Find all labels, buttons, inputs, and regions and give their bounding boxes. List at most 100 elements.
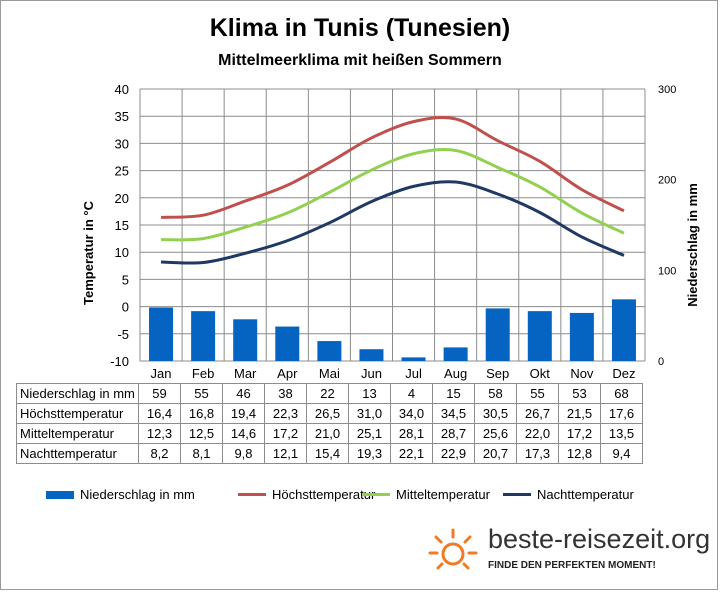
legend: Niederschlag in mm Höchsttemperatur Mittel… bbox=[0, 487, 720, 505]
legend-label: Mitteltemperatur bbox=[396, 487, 490, 502]
table-cell: 13,5 bbox=[600, 423, 643, 444]
left-tick-label: 10 bbox=[115, 245, 129, 260]
left-axis-title: Temperatur in °C bbox=[81, 200, 96, 305]
brand-slogan: FINDE DEN PERFEKTEN MOMENT! bbox=[488, 560, 656, 571]
right-axis-title: Niederschlag in mm bbox=[685, 183, 700, 307]
precipitation-bar bbox=[191, 311, 216, 361]
climate-chart: 40 35 30 25 20 15 10 5 0 -5 -10 300 200 100 0 Jan Feb M… bbox=[81, 82, 700, 381]
table-cell: 9,4 bbox=[600, 443, 643, 464]
precipitation-bar bbox=[359, 349, 384, 361]
data-table: Niederschlag in mm 59 55 46 38 22 13 4 15 58 55 53 6… bbox=[16, 383, 643, 464]
table-cell: 12,8 bbox=[558, 443, 601, 464]
legend-item: Mitteltemperatur bbox=[362, 487, 490, 502]
precipitation-bar bbox=[443, 347, 468, 361]
table-cell: 17,3 bbox=[516, 443, 559, 464]
x-tick-label: Mai bbox=[319, 366, 340, 381]
table-cell: 17,6 bbox=[600, 403, 643, 424]
sun-icon bbox=[428, 528, 478, 570]
precipitation-bar bbox=[485, 308, 510, 361]
legend-label: Höchsttemperatur bbox=[272, 487, 376, 502]
table-cell: 46 bbox=[222, 383, 265, 404]
table-cell: 14,6 bbox=[222, 423, 265, 444]
precipitation-bar bbox=[275, 326, 300, 361]
legend-item: Niederschlag in mm bbox=[46, 487, 195, 502]
table-row-label: Nachttemperatur bbox=[16, 443, 139, 464]
table-row-label: Niederschlag in mm bbox=[16, 383, 139, 404]
left-tick-label: 15 bbox=[115, 218, 129, 233]
right-tick-label: 0 bbox=[658, 356, 664, 368]
right-axis-ticks: 300 200 100 0 bbox=[658, 84, 676, 368]
table-cell: 26,5 bbox=[306, 403, 349, 424]
x-tick-label: Feb bbox=[192, 366, 214, 381]
table-cell: 31,0 bbox=[348, 403, 391, 424]
left-tick-label: 25 bbox=[115, 164, 129, 179]
table-cell: 55 bbox=[516, 383, 559, 404]
precipitation-bar bbox=[233, 319, 258, 361]
line-höchsttemperatur bbox=[160, 116, 625, 219]
legend-swatch bbox=[362, 493, 390, 496]
left-tick-label: 40 bbox=[115, 82, 129, 97]
table-cell: 30,5 bbox=[474, 403, 517, 424]
table-cell: 22,3 bbox=[264, 403, 307, 424]
chart-subtitle: Mittelmeerklima mit heißen Sommern bbox=[218, 52, 502, 69]
table-cell: 25,1 bbox=[348, 423, 391, 444]
precipitation-bars bbox=[149, 299, 636, 361]
table-cell: 17,2 bbox=[558, 423, 601, 444]
gridlines bbox=[139, 88, 646, 362]
line-nachttemperatur bbox=[161, 180, 625, 265]
legend-swatch bbox=[503, 493, 531, 496]
table-cell: 22,1 bbox=[390, 443, 433, 464]
precipitation-bar bbox=[317, 341, 342, 361]
right-tick-label: 200 bbox=[658, 175, 676, 187]
left-tick-label: -5 bbox=[117, 327, 129, 342]
x-axis-ticks: Jan Feb Mar Apr Mai Jun Jul Aug Sep Okt Nov Dez bbox=[151, 366, 636, 381]
line-mitteltemperatur bbox=[161, 148, 625, 242]
table-cell: 28,1 bbox=[390, 423, 433, 444]
table-cell: 34,5 bbox=[432, 403, 475, 424]
table-cell: 22 bbox=[306, 383, 349, 404]
table-cell: 19,4 bbox=[222, 403, 265, 424]
table-cell: 13 bbox=[348, 383, 391, 404]
table-cell: 15 bbox=[432, 383, 475, 404]
left-tick-label: 20 bbox=[115, 191, 129, 206]
left-axis-ticks: 40 35 30 25 20 15 10 5 0 -5 -10 bbox=[110, 82, 129, 369]
table-cell: 16,8 bbox=[180, 403, 223, 424]
legend-item: Nachttemperatur bbox=[503, 487, 634, 502]
left-tick-label: 30 bbox=[115, 136, 129, 151]
table-row-label: Höchsttemperatur bbox=[16, 403, 139, 424]
table-row-label: Mitteltemperatur bbox=[16, 423, 139, 444]
table-cell: 4 bbox=[390, 383, 433, 404]
left-tick-label: 5 bbox=[122, 272, 129, 287]
table-row: Höchsttemperatur 16,4 16,8 19,4 22,3 26,5 31,0… bbox=[16, 403, 643, 424]
table-cell: 16,4 bbox=[138, 403, 181, 424]
left-tick-label: 0 bbox=[122, 300, 129, 315]
table-cell: 58 bbox=[474, 383, 517, 404]
table-cell: 59 bbox=[138, 383, 181, 404]
table-row: Mitteltemperatur 12,3 12,5 14,6 17,2 21,0 25,1… bbox=[16, 423, 643, 444]
x-tick-label: Jul bbox=[405, 366, 422, 381]
table-cell: 55 bbox=[180, 383, 223, 404]
x-tick-label: Aug bbox=[444, 366, 467, 381]
x-tick-label: Okt bbox=[530, 366, 551, 381]
table-cell: 26,7 bbox=[516, 403, 559, 424]
right-tick-label: 100 bbox=[658, 265, 676, 277]
table-cell: 21,5 bbox=[558, 403, 601, 424]
table-cell: 21,0 bbox=[306, 423, 349, 444]
precipitation-bar bbox=[569, 312, 594, 361]
table-cell: 15,4 bbox=[306, 443, 349, 464]
x-tick-label: Sep bbox=[486, 366, 509, 381]
table-cell: 20,7 bbox=[474, 443, 517, 464]
table-cell: 34,0 bbox=[390, 403, 433, 424]
legend-swatch bbox=[238, 493, 266, 496]
table-cell: 22,9 bbox=[432, 443, 475, 464]
x-tick-label: Mar bbox=[234, 366, 257, 381]
table-cell: 9,8 bbox=[222, 443, 265, 464]
precipitation-bar bbox=[611, 299, 636, 361]
precipitation-bar bbox=[149, 307, 174, 361]
x-tick-label: Dez bbox=[612, 366, 635, 381]
x-tick-label: Apr bbox=[277, 366, 298, 381]
table-row: Niederschlag in mm 59 55 46 38 22 13 4 15 58 55 53 6… bbox=[16, 383, 643, 404]
table-cell: 28,7 bbox=[432, 423, 475, 444]
table-cell: 12,5 bbox=[180, 423, 223, 444]
left-tick-label: 35 bbox=[115, 109, 129, 124]
